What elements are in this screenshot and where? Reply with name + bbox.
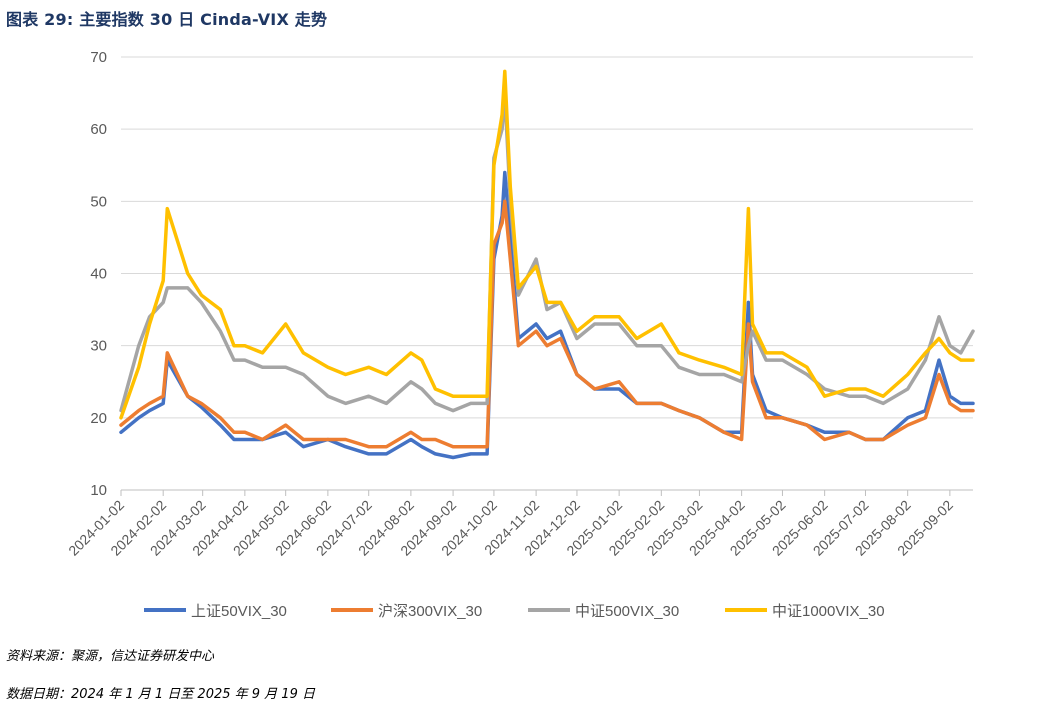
y-tick-label: 60 xyxy=(90,121,107,138)
series-line-1 xyxy=(119,199,975,449)
gridlines xyxy=(121,56,973,419)
series-line-3 xyxy=(119,69,975,420)
series-line-0 xyxy=(119,170,975,460)
y-tick-label: 10 xyxy=(90,482,107,499)
legend-label-3: 中证1000VIX_30 xyxy=(772,603,885,620)
source-note: 资料来源：聚源，信达证券研发中心 xyxy=(6,649,215,664)
legend-label-2: 中证500VIX_30 xyxy=(575,603,679,620)
x-axis: 2024-01-022024-02-022024-03-022024-04-02… xyxy=(65,489,973,559)
series-line-2 xyxy=(119,91,975,413)
y-tick-label: 70 xyxy=(90,49,107,66)
legend: 上证50VIX_30 沪深300VIX_30 中证500VIX_30 中证1000VI… xyxy=(144,603,885,620)
date-note: 数据日期：2024 年 1 月 1 日至 2025 年 9 月 19 日 xyxy=(6,687,315,702)
y-tick-label: 50 xyxy=(90,193,107,210)
y-axis: 10 20 30 40 50 60 70 xyxy=(90,49,107,499)
series-lines xyxy=(119,69,975,460)
legend-label-0: 上证50VIX_30 xyxy=(191,603,287,620)
y-tick-label: 30 xyxy=(90,338,107,355)
y-tick-label: 20 xyxy=(90,410,107,427)
y-tick-label: 40 xyxy=(90,266,107,283)
chart-title: 图表 29: 主要指数 30 日 Cinda-VIX 走势 xyxy=(6,10,328,29)
legend-label-1: 沪深300VIX_30 xyxy=(378,603,482,620)
